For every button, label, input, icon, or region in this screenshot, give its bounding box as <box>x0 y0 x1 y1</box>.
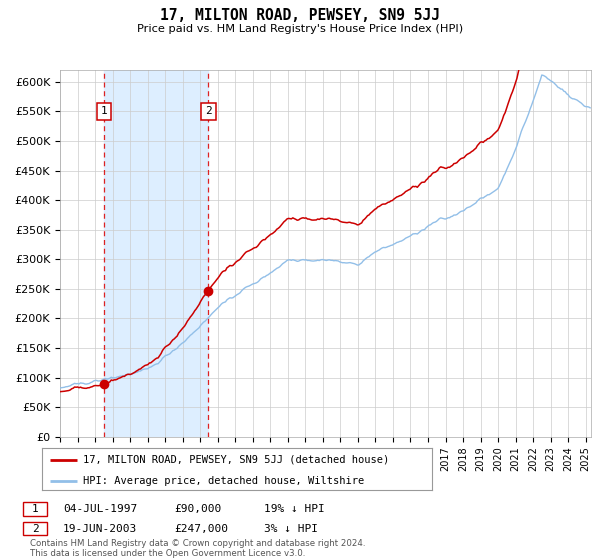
Text: 19% ↓ HPI: 19% ↓ HPI <box>264 504 325 514</box>
Text: 2: 2 <box>205 106 212 116</box>
Text: Price paid vs. HM Land Registry's House Price Index (HPI): Price paid vs. HM Land Registry's House … <box>137 24 463 34</box>
Text: £90,000: £90,000 <box>174 504 221 514</box>
Text: 17, MILTON ROAD, PEWSEY, SN9 5JJ: 17, MILTON ROAD, PEWSEY, SN9 5JJ <box>160 8 440 24</box>
Text: 19-JUN-2003: 19-JUN-2003 <box>63 524 137 534</box>
Text: 17, MILTON ROAD, PEWSEY, SN9 5JJ (detached house): 17, MILTON ROAD, PEWSEY, SN9 5JJ (detach… <box>83 455 389 465</box>
Text: HPI: Average price, detached house, Wiltshire: HPI: Average price, detached house, Wilt… <box>83 476 364 486</box>
Text: 3% ↓ HPI: 3% ↓ HPI <box>264 524 318 534</box>
Text: 1: 1 <box>100 106 107 116</box>
Text: £247,000: £247,000 <box>174 524 228 534</box>
Text: Contains HM Land Registry data © Crown copyright and database right 2024.
This d: Contains HM Land Registry data © Crown c… <box>30 539 365 558</box>
Text: 1: 1 <box>32 504 39 514</box>
Bar <box>104 70 208 437</box>
Text: 04-JUL-1997: 04-JUL-1997 <box>63 504 137 514</box>
Text: 2: 2 <box>32 524 39 534</box>
